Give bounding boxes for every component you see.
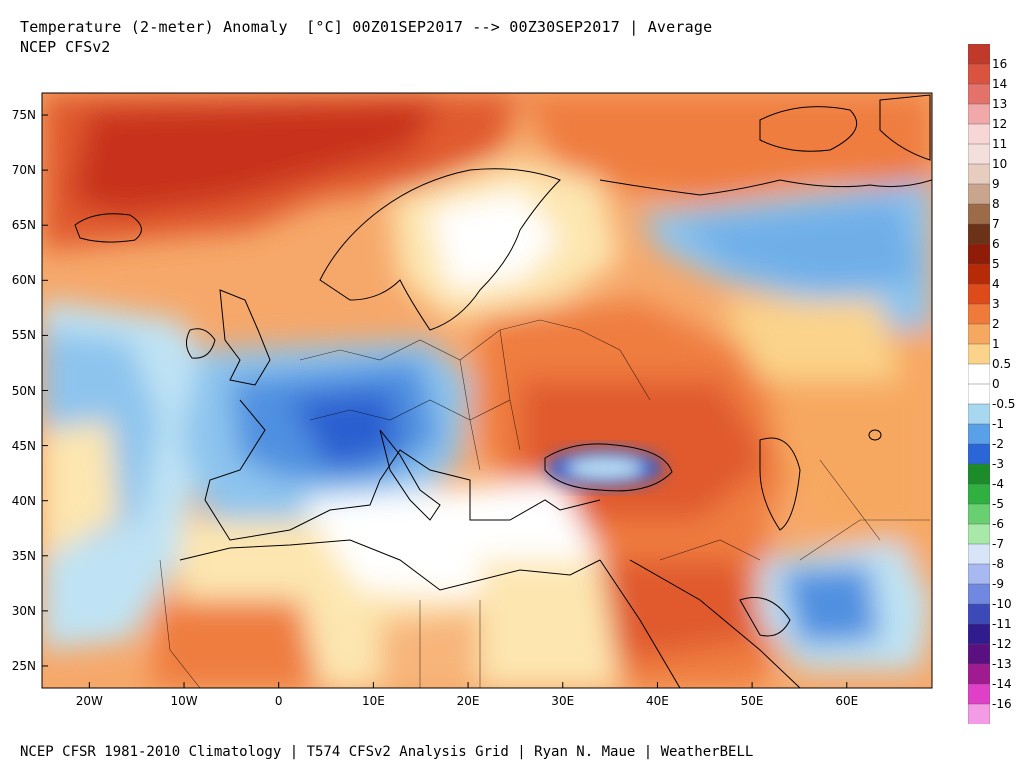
lat-label-40N: 40N — [11, 493, 36, 508]
colorbar-swatch — [968, 243, 990, 265]
colorbar-swatch — [968, 703, 990, 724]
colorbar-swatch — [968, 503, 990, 525]
colorbar-label: -7 — [992, 537, 1004, 551]
colorbar-label: -14 — [992, 677, 1012, 691]
colorbar-label: 14 — [992, 77, 1008, 91]
colorbar-swatch — [968, 663, 990, 685]
colorbar-swatch — [968, 623, 990, 645]
colorbar-label: 6 — [992, 237, 1000, 251]
lat-label-45N: 45N — [11, 438, 36, 453]
colorbar-label: 8 — [992, 197, 1000, 211]
colorbar-swatch — [968, 44, 990, 65]
colorbar-swatch — [968, 543, 990, 565]
colorbar-swatch — [968, 463, 990, 485]
colorbar-label: -10 — [992, 597, 1012, 611]
colorbar-label: 10 — [992, 157, 1008, 171]
colorbar-swatch — [968, 443, 990, 465]
anomaly-field — [42, 93, 932, 688]
colorbar-swatch — [968, 523, 990, 545]
colorbar-swatch — [968, 483, 990, 505]
lat-label-75N: 75N — [11, 108, 36, 123]
colorbar-swatch — [968, 403, 990, 425]
lon-label-50E: 50E — [740, 694, 764, 708]
lat-label-60N: 60N — [11, 273, 36, 288]
colorbar-label: -13 — [992, 657, 1012, 671]
colorbar-label: -2 — [992, 437, 1004, 451]
colorbar-swatch — [968, 63, 990, 85]
colorbar-swatch — [968, 203, 990, 225]
borders — [159, 319, 930, 688]
coastlines — [74, 94, 932, 688]
colorbar — [968, 44, 990, 724]
colorbar-swatch — [968, 123, 990, 145]
page-subtitle: NCEP CFSv2 — [20, 38, 111, 56]
colorbar-label: 7 — [992, 217, 1000, 231]
colorbar-label: 9 — [992, 177, 1000, 191]
lat-label-25N: 25N — [11, 658, 36, 673]
colorbar-swatch — [968, 303, 990, 325]
colorbar-swatch — [968, 263, 990, 285]
lat-label-30N: 30N — [11, 603, 36, 618]
colorbar-label: -8 — [992, 557, 1004, 571]
colorbar-label: 1 — [992, 337, 1000, 351]
colorbar-swatch — [968, 423, 990, 445]
colorbar-label: 12 — [992, 117, 1008, 131]
colorbar-label: -3 — [992, 457, 1004, 471]
colorbar-label: 4 — [992, 277, 1000, 291]
colorbar-swatch — [968, 183, 990, 205]
colorbar-label: -12 — [992, 637, 1012, 651]
colorbar-label: 3 — [992, 297, 1000, 311]
lon-label-20E: 20E — [456, 694, 480, 708]
lon-tick-marks — [88, 682, 848, 688]
lon-label-10E: 10E — [361, 694, 385, 708]
lon-label-60E: 60E — [835, 694, 859, 708]
colorbar-swatch — [968, 383, 990, 405]
lat-label-65N: 65N — [11, 218, 36, 233]
colorbar-label: -4 — [992, 477, 1004, 491]
lon-label-40E: 40E — [645, 694, 669, 708]
colorbar-swatch — [968, 83, 990, 105]
colorbar-swatch — [968, 583, 990, 605]
colorbar-swatch — [968, 283, 990, 305]
colorbar-label: 13 — [992, 97, 1008, 111]
colorbar-label: 11 — [992, 137, 1008, 151]
colorbar-swatch — [968, 323, 990, 345]
colorbar-swatch — [968, 603, 990, 625]
colorbar-swatch — [968, 223, 990, 245]
colorbar-label: -9 — [992, 577, 1004, 591]
colorbar-label: 0.5 — [992, 357, 1012, 371]
lat-label-70N: 70N — [11, 163, 36, 178]
colorbar-swatch — [968, 643, 990, 665]
colorbar-label: -1 — [992, 417, 1004, 431]
lat-label-55N: 55N — [11, 328, 36, 343]
lat-label-50N: 50N — [11, 383, 36, 398]
colorbar-swatch — [968, 683, 990, 705]
colorbar-label: -0.5 — [992, 397, 1016, 411]
lon-label-30E: 30E — [551, 694, 575, 708]
colorbar-label: 2 — [992, 317, 1000, 331]
colorbar-label: -16 — [992, 697, 1012, 711]
lon-label-10W: 10W — [170, 694, 198, 708]
colorbar-label: 5 — [992, 257, 1000, 271]
colorbar-label: -11 — [992, 617, 1012, 631]
colorbar-swatch — [968, 163, 990, 185]
colorbar-swatch — [968, 343, 990, 365]
colorbar-swatch — [968, 363, 990, 385]
lat-label-35N: 35N — [11, 548, 36, 563]
colorbar-label: 16 — [992, 57, 1008, 71]
colorbar-swatch — [968, 563, 990, 585]
lon-label-0: 0 — [274, 694, 283, 708]
lon-label-20W: 20W — [75, 694, 103, 708]
lat-tick-marks — [42, 114, 48, 667]
page-title: Temperature (2-meter) Anomaly [°C] 00Z01… — [20, 18, 713, 36]
colorbar-swatch — [968, 103, 990, 125]
colorbar-label: 0 — [992, 377, 1000, 391]
colorbar-label: -5 — [992, 497, 1004, 511]
colorbar-label: -6 — [992, 517, 1004, 531]
footer-credits: NCEP CFSR 1981-2010 Climatology | T574 C… — [20, 744, 754, 760]
colorbar-swatch — [968, 143, 990, 165]
